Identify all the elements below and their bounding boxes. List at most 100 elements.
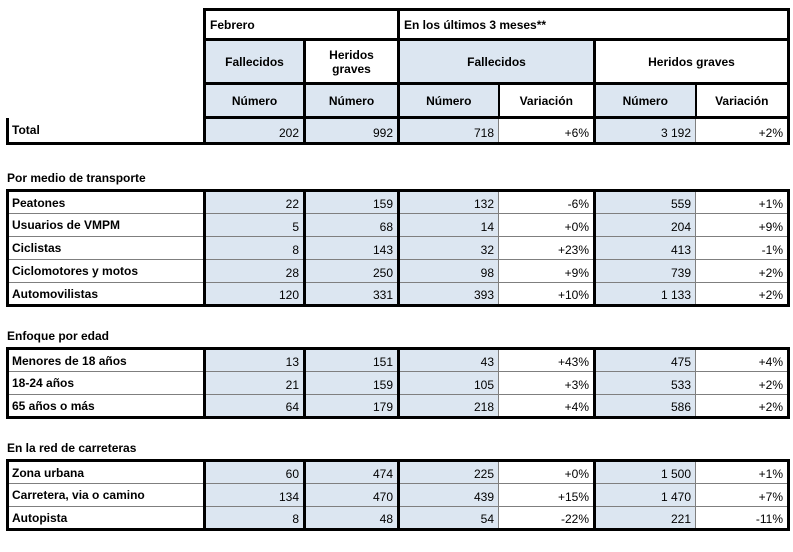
value-cell: 8	[204, 236, 306, 260]
table-row: Zona urbana 60 474 225 +0% 1 500 +1%	[6, 459, 790, 484]
value-cell: 179	[304, 394, 400, 419]
value-cell: 218	[398, 394, 499, 419]
value-cell: 439	[398, 483, 499, 507]
table-row: Ciclomotores y motos 28 250 98 +9% 739 +…	[6, 259, 790, 283]
value-cell: 22	[204, 189, 306, 214]
value-cell: +10%	[498, 282, 596, 307]
table-row: 65 años o más 64 179 218 +4% 586 +2%	[6, 394, 790, 419]
value-cell: 32	[398, 236, 499, 260]
value-cell: 8	[204, 506, 306, 531]
table-row: Automovilistas 120 331 393 +10% 1 133 +2…	[6, 282, 790, 307]
value-cell: +9%	[695, 213, 790, 237]
value-cell: 992	[304, 117, 400, 145]
row-label: Menores de 18 años	[6, 347, 206, 372]
value-cell: +1%	[695, 189, 790, 214]
value-cell: 159	[304, 371, 400, 395]
value-cell: +2%	[695, 394, 790, 419]
value-cell: 132	[398, 189, 499, 214]
column-header-variacion: Variación	[498, 83, 596, 119]
table-row: Usuarios de VMPM 5 68 14 +0% 204 +9%	[6, 213, 790, 237]
row-label-total: Total	[6, 117, 206, 145]
value-cell: 533	[594, 371, 696, 395]
value-cell: -6%	[498, 189, 596, 214]
value-cell: 474	[304, 459, 400, 484]
value-cell: 120	[204, 282, 306, 307]
value-cell: 28	[204, 259, 306, 283]
transporte-table: Peatones 22 159 132 -6% 559 +1% Usuarios…	[6, 189, 790, 307]
value-cell: 202	[204, 117, 306, 145]
table-row: Autopista 8 48 54 -22% 221 -11%	[6, 506, 790, 531]
value-cell: 204	[594, 213, 696, 237]
column-header-ultimos-3-meses: En los últimos 3 meses**	[398, 8, 790, 41]
header-spacer	[8, 84, 205, 118]
value-cell: +9%	[498, 259, 596, 283]
value-cell: 60	[204, 459, 306, 484]
value-cell: 14	[398, 213, 499, 237]
row-label: 18-24 años	[6, 371, 206, 395]
section-title-transporte: Por medio de transporte	[7, 171, 146, 185]
table-row: Menores de 18 años 13 151 43 +43% 475 +4…	[6, 347, 790, 372]
table-row: Carretera, via o camino 134 470 439 +15%…	[6, 483, 790, 507]
value-cell: -1%	[695, 236, 790, 260]
row-label: Zona urbana	[6, 459, 206, 484]
column-header-numero: Número	[304, 83, 400, 119]
value-cell: +2%	[695, 117, 790, 145]
value-cell: 221	[594, 506, 696, 531]
value-cell: +15%	[498, 483, 596, 507]
value-cell: +0%	[498, 459, 596, 484]
value-cell: 5	[204, 213, 306, 237]
value-cell: 13	[204, 347, 306, 372]
table-row: 18-24 años 21 159 105 +3% 533 +2%	[6, 371, 790, 395]
value-cell: 21	[204, 371, 306, 395]
value-cell: 48	[304, 506, 400, 531]
value-cell: 105	[398, 371, 499, 395]
value-cell: +23%	[498, 236, 596, 260]
value-cell: 413	[594, 236, 696, 260]
value-cell: 586	[594, 394, 696, 419]
value-cell: 250	[304, 259, 400, 283]
value-cell: 470	[304, 483, 400, 507]
value-cell: 151	[304, 347, 400, 372]
value-cell: 739	[594, 259, 696, 283]
carreteras-table: Zona urbana 60 474 225 +0% 1 500 +1% Car…	[6, 459, 790, 531]
value-cell: 1 500	[594, 459, 696, 484]
value-cell: +1%	[695, 459, 790, 484]
value-cell: 98	[398, 259, 499, 283]
value-cell: +6%	[498, 117, 596, 145]
value-cell: +4%	[695, 347, 790, 372]
header-spacer	[8, 10, 205, 40]
table-row-total: Total 202 992 718 +6% 3 192 +2%	[6, 117, 790, 145]
column-header-variacion: Variación	[695, 83, 790, 119]
value-cell: +7%	[695, 483, 790, 507]
value-cell: +2%	[695, 282, 790, 307]
value-cell: 1 133	[594, 282, 696, 307]
column-header-3m-fallecidos: Fallecidos	[398, 39, 596, 85]
table-row: Peatones 22 159 132 -6% 559 +1%	[6, 189, 790, 214]
column-header-numero: Número	[203, 83, 306, 119]
value-cell: 3 192	[594, 117, 696, 145]
row-label: 65 años o más	[6, 394, 206, 419]
value-cell: +2%	[695, 259, 790, 283]
value-cell: 54	[398, 506, 499, 531]
value-cell: +43%	[498, 347, 596, 372]
value-cell: +4%	[498, 394, 596, 419]
value-cell: 68	[304, 213, 400, 237]
section-title-carreteras: En la red de carreteras	[7, 441, 137, 455]
column-header-3m-heridos-graves: Heridos graves	[594, 39, 790, 85]
value-cell: 143	[304, 236, 400, 260]
value-cell: 64	[204, 394, 306, 419]
value-cell: 225	[398, 459, 499, 484]
row-label: Carretera, via o camino	[6, 483, 206, 507]
value-cell: 159	[304, 189, 400, 214]
table-row: Ciclistas 8 143 32 +23% 413 -1%	[6, 236, 790, 260]
column-header-feb-fallecidos: Fallecidos	[203, 39, 306, 85]
value-cell: 559	[594, 189, 696, 214]
row-label: Automovilistas	[6, 282, 206, 307]
value-cell: +2%	[695, 371, 790, 395]
row-label: Usuarios de VMPM	[6, 213, 206, 237]
value-cell: 475	[594, 347, 696, 372]
header-table: Febrero En los últimos 3 meses** Falleci…	[6, 8, 790, 145]
value-cell: -22%	[498, 506, 596, 531]
value-cell: 134	[204, 483, 306, 507]
column-header-feb-heridos-graves: Heridos graves	[304, 39, 400, 85]
